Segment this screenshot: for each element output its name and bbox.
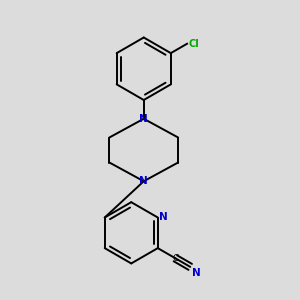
Text: N: N <box>140 114 148 124</box>
Text: N: N <box>140 176 148 186</box>
Text: Cl: Cl <box>189 39 200 49</box>
Text: C: C <box>172 254 178 263</box>
Text: N: N <box>192 268 201 278</box>
Text: N: N <box>159 212 168 223</box>
